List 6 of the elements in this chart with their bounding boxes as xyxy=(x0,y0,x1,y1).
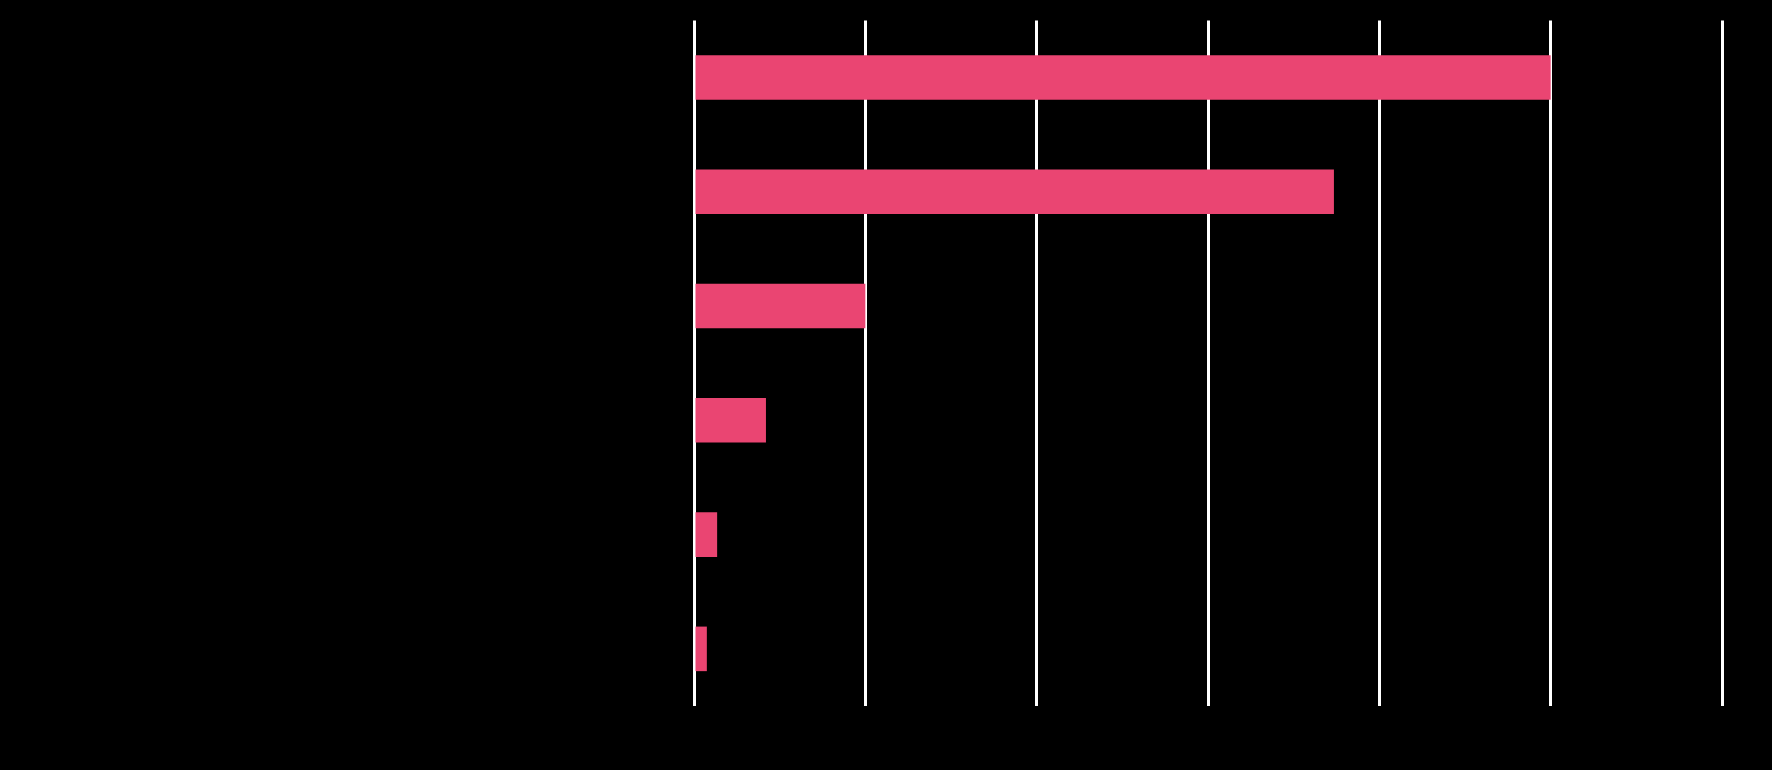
bar xyxy=(695,512,718,557)
bar xyxy=(695,626,707,672)
bar xyxy=(695,398,766,443)
bar xyxy=(695,283,866,329)
bar xyxy=(695,55,1551,100)
bar xyxy=(695,169,1334,215)
